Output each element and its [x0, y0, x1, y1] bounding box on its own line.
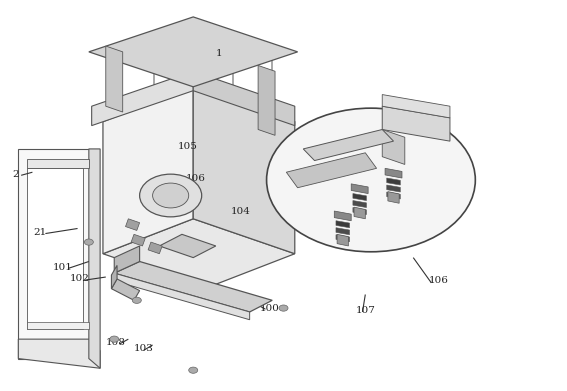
Polygon shape: [286, 153, 376, 188]
Polygon shape: [354, 207, 365, 219]
Circle shape: [132, 297, 141, 303]
Polygon shape: [89, 17, 298, 87]
Text: 21: 21: [33, 228, 46, 237]
Text: 102: 102: [69, 274, 89, 283]
Text: 100: 100: [260, 303, 280, 312]
Polygon shape: [89, 149, 100, 368]
Polygon shape: [335, 211, 351, 221]
Polygon shape: [382, 106, 450, 141]
Text: 1: 1: [215, 49, 222, 58]
Polygon shape: [27, 159, 89, 168]
Polygon shape: [111, 279, 139, 300]
Circle shape: [189, 367, 198, 373]
Polygon shape: [336, 228, 349, 235]
Polygon shape: [387, 178, 400, 185]
Polygon shape: [382, 129, 405, 165]
Polygon shape: [351, 184, 368, 194]
Polygon shape: [336, 221, 349, 228]
Polygon shape: [353, 208, 366, 215]
Polygon shape: [92, 71, 193, 126]
Text: 2: 2: [12, 170, 19, 179]
Polygon shape: [385, 168, 402, 178]
Polygon shape: [303, 129, 393, 161]
Polygon shape: [159, 234, 216, 258]
Polygon shape: [106, 46, 122, 112]
Polygon shape: [114, 262, 272, 312]
Text: 105: 105: [177, 142, 197, 151]
Polygon shape: [387, 192, 400, 199]
Circle shape: [110, 336, 119, 342]
Text: 106: 106: [186, 174, 206, 183]
Polygon shape: [103, 219, 295, 289]
Text: 107: 107: [356, 305, 375, 314]
Polygon shape: [382, 95, 450, 118]
Polygon shape: [114, 273, 249, 320]
Polygon shape: [353, 201, 366, 208]
Text: 101: 101: [52, 263, 72, 272]
Polygon shape: [258, 65, 275, 135]
Polygon shape: [125, 219, 139, 230]
Polygon shape: [387, 185, 400, 192]
Circle shape: [266, 108, 475, 252]
Circle shape: [84, 239, 94, 245]
Polygon shape: [18, 149, 89, 359]
Polygon shape: [114, 246, 139, 273]
Text: 106: 106: [429, 276, 448, 285]
Polygon shape: [193, 87, 295, 254]
Polygon shape: [148, 242, 162, 254]
Circle shape: [139, 174, 202, 217]
Polygon shape: [193, 71, 295, 126]
Polygon shape: [103, 87, 193, 254]
Circle shape: [153, 183, 189, 208]
Polygon shape: [131, 234, 145, 246]
Polygon shape: [336, 235, 349, 242]
Text: 109: 109: [111, 283, 131, 292]
Polygon shape: [18, 339, 100, 368]
Polygon shape: [27, 168, 83, 330]
Polygon shape: [27, 322, 89, 330]
Text: 104: 104: [231, 206, 251, 215]
Polygon shape: [111, 265, 117, 289]
Text: 103: 103: [134, 344, 154, 353]
Polygon shape: [337, 234, 348, 246]
Polygon shape: [388, 192, 399, 203]
Polygon shape: [353, 194, 366, 201]
Text: 108: 108: [105, 338, 125, 347]
Circle shape: [279, 305, 288, 311]
